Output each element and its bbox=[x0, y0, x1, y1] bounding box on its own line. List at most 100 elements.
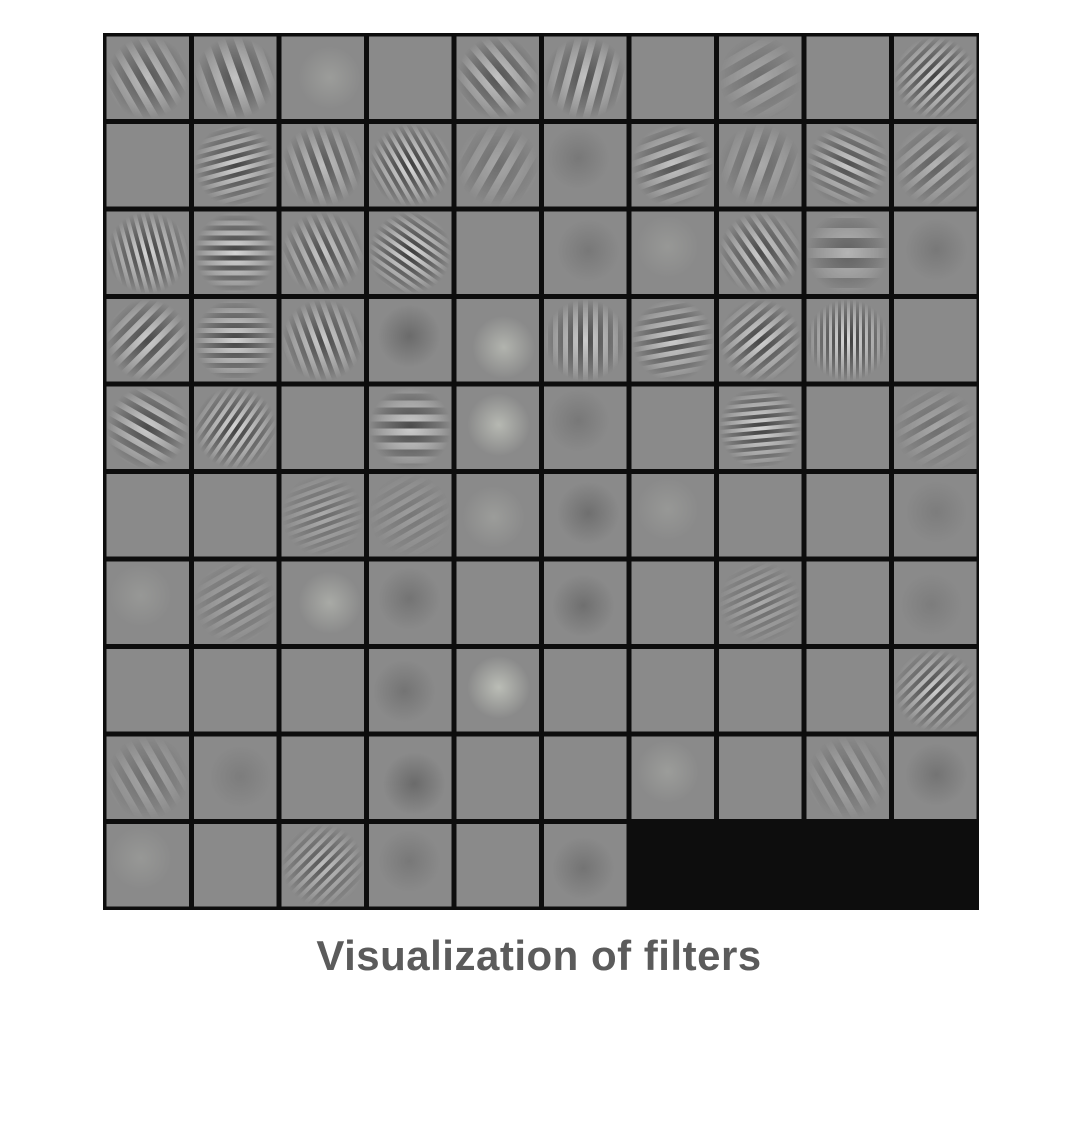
filter-tile bbox=[806, 124, 889, 207]
filter-tile bbox=[894, 474, 977, 557]
filter-tile bbox=[106, 124, 189, 207]
filter-tile bbox=[806, 649, 889, 732]
filter-tile bbox=[631, 386, 714, 469]
filter-tile bbox=[194, 474, 277, 557]
filter-tile bbox=[544, 824, 627, 907]
filter-tile bbox=[719, 299, 802, 382]
filter-tile bbox=[456, 211, 539, 294]
filter-tile bbox=[894, 386, 977, 469]
filter-tile bbox=[369, 386, 452, 469]
filter-tile bbox=[369, 299, 452, 382]
filter-tile bbox=[719, 561, 802, 644]
filter-tile bbox=[106, 649, 189, 732]
filter-tile bbox=[894, 649, 977, 732]
filter-tile bbox=[544, 36, 627, 119]
filter-tile bbox=[894, 736, 977, 819]
filter-tile bbox=[806, 211, 889, 294]
filter-tile bbox=[106, 736, 189, 819]
filter-tile bbox=[369, 824, 452, 907]
filter-visualization-image bbox=[103, 33, 979, 910]
filter-tile bbox=[544, 211, 627, 294]
filter-tile bbox=[281, 36, 364, 119]
filter-tile bbox=[281, 736, 364, 819]
filter-tile bbox=[894, 124, 977, 207]
filter-tile bbox=[806, 736, 889, 819]
filter-tile bbox=[806, 561, 889, 644]
filter-tile bbox=[806, 474, 889, 557]
filter-tile bbox=[544, 649, 627, 732]
filter-tile bbox=[369, 649, 452, 732]
filter-tile bbox=[194, 299, 277, 382]
filter-tile bbox=[719, 736, 802, 819]
filter-tile bbox=[281, 124, 364, 207]
filter-tile bbox=[194, 386, 277, 469]
filter-tile bbox=[369, 736, 452, 819]
filter-tile bbox=[281, 474, 364, 557]
filter-grid bbox=[103, 33, 979, 910]
filter-tile bbox=[631, 211, 714, 294]
filter-tile bbox=[106, 824, 189, 907]
filter-tile bbox=[894, 36, 977, 119]
filter-tile bbox=[631, 736, 714, 819]
figure-caption: Visualization of filters bbox=[316, 932, 762, 979]
filter-tile bbox=[456, 36, 539, 119]
filter-tile bbox=[631, 299, 714, 382]
filter-tile bbox=[369, 36, 452, 119]
filter-tile bbox=[194, 211, 277, 294]
filter-tile bbox=[806, 299, 889, 382]
filter-tile bbox=[456, 649, 539, 732]
filter-tile bbox=[106, 561, 189, 644]
filter-tile bbox=[369, 211, 452, 294]
filter-tile bbox=[544, 124, 627, 207]
filter-tile bbox=[106, 474, 189, 557]
filter-tile bbox=[894, 211, 977, 294]
filter-tile bbox=[456, 124, 539, 207]
filter-tile bbox=[456, 474, 539, 557]
filter-tile bbox=[106, 386, 189, 469]
filter-tile bbox=[456, 736, 539, 819]
filter-tile bbox=[894, 561, 977, 644]
filter-tile bbox=[456, 299, 539, 382]
filter-tile bbox=[369, 474, 452, 557]
filter-tile bbox=[194, 824, 277, 907]
filter-tile bbox=[631, 124, 714, 207]
filter-tile bbox=[544, 561, 627, 644]
filter-tile bbox=[106, 36, 189, 119]
filter-tile bbox=[194, 561, 277, 644]
filter-tile bbox=[544, 386, 627, 469]
filter-tiles bbox=[106, 36, 977, 907]
filter-tile bbox=[544, 736, 627, 819]
filter-tile bbox=[194, 36, 277, 119]
filter-tile bbox=[719, 124, 802, 207]
filter-tile bbox=[719, 474, 802, 557]
filter-tile bbox=[281, 824, 364, 907]
filter-tile bbox=[806, 36, 889, 119]
filter-tile bbox=[281, 649, 364, 732]
filter-tile bbox=[631, 474, 714, 557]
filter-tile bbox=[719, 36, 802, 119]
filter-tile bbox=[719, 211, 802, 294]
filter-tile bbox=[194, 649, 277, 732]
filter-tile bbox=[369, 561, 452, 644]
filter-tile bbox=[544, 474, 627, 557]
filter-tile bbox=[806, 386, 889, 469]
filter-tile bbox=[281, 211, 364, 294]
filter-tile bbox=[194, 736, 277, 819]
filter-tile bbox=[631, 561, 714, 644]
filter-tile bbox=[281, 386, 364, 469]
filter-tile bbox=[194, 124, 277, 207]
filter-tile bbox=[631, 36, 714, 119]
filter-tile bbox=[456, 561, 539, 644]
filter-tile bbox=[281, 299, 364, 382]
filter-tile bbox=[456, 824, 539, 907]
filter-tile bbox=[894, 299, 977, 382]
filter-tile bbox=[106, 299, 189, 382]
filter-tile bbox=[281, 561, 364, 644]
filter-tile bbox=[369, 124, 452, 207]
filter-tile bbox=[719, 649, 802, 732]
filter-tile bbox=[719, 386, 802, 469]
filter-tile bbox=[106, 211, 189, 294]
filter-tile bbox=[456, 386, 539, 469]
filter-tile bbox=[631, 649, 714, 732]
filter-tile bbox=[544, 299, 627, 382]
